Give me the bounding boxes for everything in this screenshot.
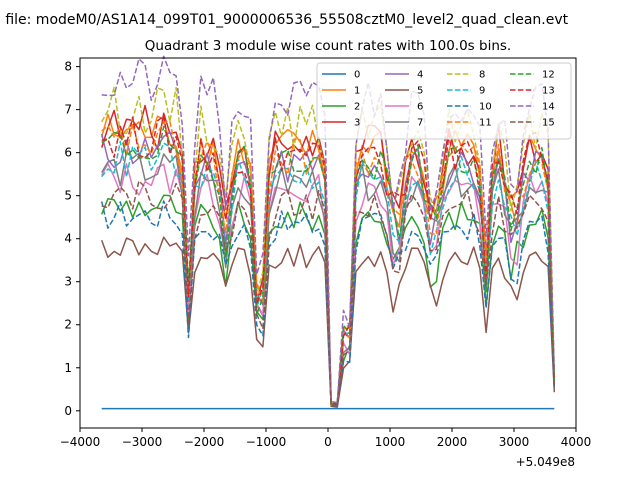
y-tick-label: 2 [64,318,72,332]
legend-label-4: 4 [417,70,423,81]
legend-label-9: 9 [479,86,485,97]
y-axis: 0 1 2 3 4 5 6 7 8 [64,60,80,418]
y-tick-label: 4 [64,232,72,246]
x-tick-label: −2000 [184,435,225,449]
legend-label-1: 1 [354,86,360,97]
y-tick-label: 8 [64,60,72,74]
plot-area [100,55,556,410]
legend-label-11: 11 [479,118,492,129]
x-tick-label: 4000 [561,435,592,449]
y-tick-label: 5 [64,189,72,203]
legend-label-14: 14 [542,102,555,113]
x-tick-label: 3000 [499,435,530,449]
x-tick-label: −4000 [60,435,101,449]
legend-label-13: 13 [542,86,555,97]
legend-label-6: 6 [417,102,423,113]
figure-suptitle: n file: modeM0/AS1A14_099T01_9000006536_… [0,12,569,28]
x-tick-label: 0 [324,435,332,449]
y-tick-label: 0 [64,404,72,418]
x-axis: −4000 −3000 −2000 −1000 0 1000 2000 3000 4000 [60,428,592,449]
legend-box [316,62,572,140]
legend-label-15: 15 [542,118,555,129]
x-tick-label: 2000 [437,435,468,449]
legend-label-12: 12 [542,70,555,81]
x-tick-label: 1000 [375,435,406,449]
legend-label-5: 5 [417,86,423,97]
legend-label-8: 8 [479,70,485,81]
series-line-10 [100,200,556,407]
y-tick-label: 7 [64,103,72,117]
chart-title: Quadrant 3 module wise count rates with … [145,38,511,54]
legend-label-0: 0 [354,70,360,81]
x-offset-label: +5.049e8 [516,455,575,469]
legend-label-10: 10 [479,102,492,113]
x-tick-label: −3000 [122,435,163,449]
series-line-15 [101,180,556,406]
x-tick-label: −1000 [246,435,287,449]
legend-label-2: 2 [354,102,360,113]
y-tick-label: 1 [64,361,72,375]
y-tick-label: 3 [64,275,72,289]
legend-label-3: 3 [354,118,360,129]
y-tick-label: 6 [64,146,72,160]
legend-label-7: 7 [417,118,423,129]
series-line-13 [101,115,556,406]
